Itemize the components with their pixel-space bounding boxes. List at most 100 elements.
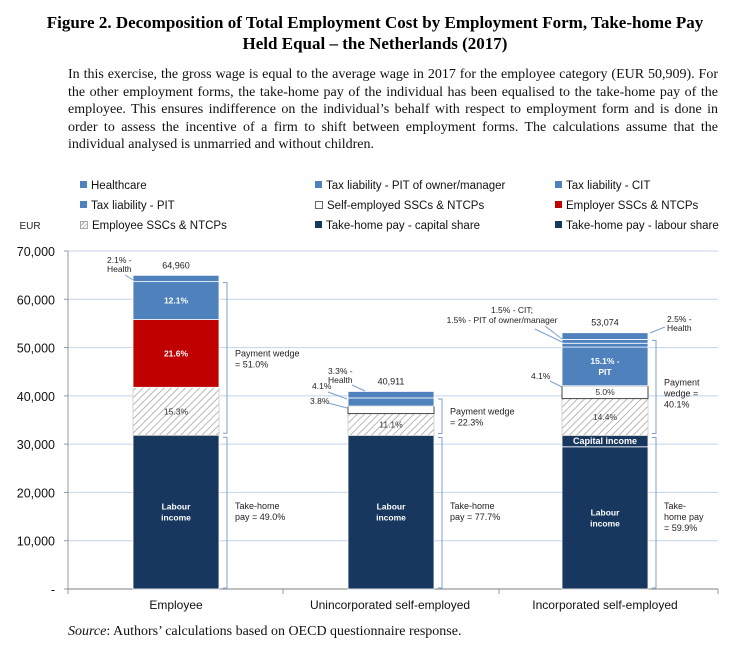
bar-segment — [347, 405, 435, 415]
legend-item: Employee SSCs & NTCPs — [80, 220, 227, 232]
callout-label: 1.5% - CIT; — [491, 305, 533, 315]
x-category-label: Incorporated self-employed — [532, 598, 677, 612]
take-home-label: Take- — [664, 501, 686, 511]
segment-label: 5.0% — [595, 387, 615, 397]
segment-label: 14.4% — [593, 412, 618, 422]
payment-wedge-label: wedge = — [663, 388, 698, 398]
legend-swatch — [80, 220, 88, 229]
legend-item: Tax liability - CIT — [555, 180, 650, 192]
bar-stack — [561, 332, 649, 590]
segment-label: 21.6% — [164, 348, 189, 358]
y-tick-label: 50,000 — [17, 342, 55, 356]
take-home-label: home pay — [664, 512, 704, 522]
y-tick-label: 70,000 — [17, 245, 55, 259]
payment-wedge-label: 40.1% — [664, 399, 690, 409]
bars — [132, 274, 649, 590]
source-text: : Authors’ calculations based on OECD qu… — [106, 624, 462, 639]
legend-label: Take-home pay - capital share — [326, 220, 481, 232]
legend-label: Employer SSCs & NTCPs — [566, 200, 699, 212]
take-home-label: Take-home — [235, 501, 280, 511]
bar-segment — [561, 332, 649, 340]
take-home-label: pay = 77.7% — [450, 512, 500, 522]
callout-leader — [327, 391, 348, 400]
legend-label: Tax liability - CIT — [566, 180, 651, 192]
legend-swatch — [555, 201, 562, 209]
callout-label: 1.5% - PIT of owner/manager — [447, 315, 558, 325]
figure-title-line-2: Held Equal – the Netherlands (2017) — [242, 34, 508, 53]
callout-leader — [544, 325, 563, 340]
payment-wedge-label: Payment wedge — [450, 407, 515, 417]
segment-label: 15.1% - — [590, 356, 619, 366]
segment-label: 11.1% — [379, 420, 403, 430]
bar-segment — [561, 338, 649, 344]
callout-leader — [549, 380, 563, 388]
segment-label: 15.3% — [164, 406, 189, 416]
legend-label: Self-employed SSCs & NTCPs — [327, 200, 485, 212]
legend-label: Tax liability - PIT of owner/manager — [326, 180, 506, 192]
annotations: Labourincome15.3%21.6%12.1%64,960Employe… — [107, 255, 704, 612]
payment-wedge-bracket — [223, 282, 228, 434]
y-tick-label: 20,000 — [17, 486, 55, 500]
callout-leader — [534, 328, 563, 343]
callout-label: Health — [107, 264, 132, 274]
legend-label: Tax liability - PIT — [91, 200, 175, 212]
y-tick-label: 10,000 — [17, 535, 55, 549]
callout-label: 2.1% - — [107, 255, 132, 265]
x-category-label: Unincorporated self-employed — [310, 598, 470, 612]
payment-wedge-bracket — [438, 398, 443, 434]
bar-segment — [132, 386, 220, 436]
take-home-label: = 59.9% — [664, 523, 697, 533]
callout-leader — [351, 384, 366, 392]
legend-item: Take-home pay - labour share — [555, 220, 719, 232]
legend-swatch — [315, 181, 322, 189]
callout-leader — [649, 326, 666, 334]
intro-paragraph: In this exercise, the gross wage is equa… — [68, 67, 718, 152]
bar-stack — [347, 391, 435, 590]
bar-segment — [347, 391, 435, 399]
callout-label: 4.1% — [531, 371, 551, 381]
x-category-label: Employee — [149, 598, 203, 612]
callout-leader — [327, 402, 348, 409]
bar-segment — [561, 342, 649, 348]
bar-segment — [561, 446, 649, 590]
legend-label: Employee SSCs & NTCPs — [92, 220, 227, 232]
segment-label: income — [161, 513, 191, 523]
legend-swatch — [80, 201, 87, 209]
bar-total-label: 40,911 — [378, 376, 405, 386]
legend-label: Take-home pay - labour share — [566, 220, 719, 232]
legend-swatch — [315, 200, 323, 209]
callout-label: 2.5% - — [667, 314, 692, 324]
legend-item: Healthcare — [80, 180, 147, 192]
bar-segment — [347, 397, 435, 407]
take-home-bracket — [223, 436, 228, 589]
payment-wedge-label: = 22.3% — [450, 418, 483, 428]
bar-total-label: 64,960 — [162, 260, 190, 270]
legend-item: Self-employed SSCs & NTCPs — [315, 200, 484, 212]
y-tick-label: - — [51, 583, 55, 597]
callout-label: 3.8% — [310, 396, 330, 406]
payment-wedge-bracket — [652, 339, 657, 434]
segment-label: Labour — [591, 507, 620, 517]
bar-segment — [561, 346, 649, 387]
segment-label: 12.1% — [164, 296, 189, 306]
callout-label: 3.3% - — [328, 366, 353, 376]
legend-label: Healthcare — [91, 180, 147, 192]
bar-segment — [132, 274, 220, 283]
take-home-bracket — [438, 437, 443, 589]
callout-leader — [124, 274, 136, 282]
legend-swatch — [80, 181, 87, 189]
legend-item: Employer SSCs & NTCPs — [555, 200, 698, 212]
segment-label: Labour — [162, 502, 191, 512]
bar-segment — [347, 435, 435, 590]
y-axis-label: EUR — [19, 221, 40, 232]
legend-swatch — [555, 221, 562, 229]
bar-segment — [132, 434, 220, 590]
y-tick-label: 30,000 — [17, 438, 55, 452]
segment-label: PIT — [598, 367, 612, 377]
bar-total-label: 53,074 — [591, 318, 619, 328]
take-home-label: pay = 49.0% — [235, 512, 285, 522]
payment-wedge-label: = 51.0% — [235, 359, 268, 369]
legend-item: Take-home pay - capital share — [315, 220, 480, 232]
source-label: Source — [68, 624, 107, 639]
